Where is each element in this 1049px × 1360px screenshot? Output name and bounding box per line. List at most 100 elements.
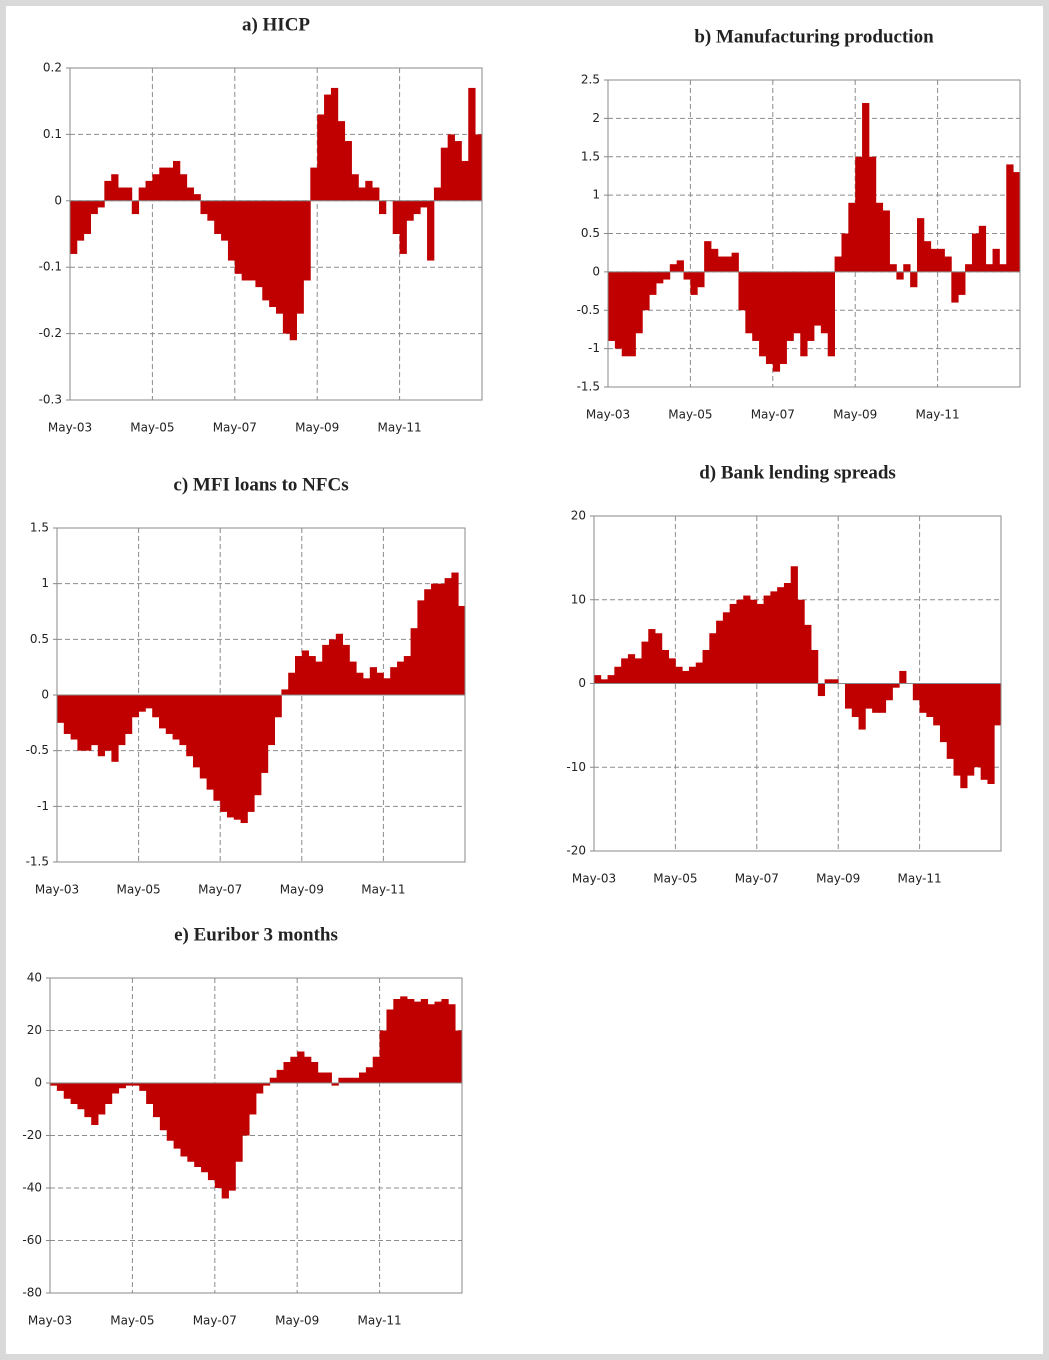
bar [324,1072,332,1083]
bar [383,678,391,695]
bar [827,271,835,357]
bar [973,683,982,768]
bar [221,1083,229,1199]
bar [777,587,785,684]
bar [475,134,483,201]
bar [627,654,636,684]
bar [424,589,432,695]
bar [641,641,649,684]
bar [451,572,459,695]
y-tick-label: -0.1 [39,260,62,274]
bar [858,683,866,730]
bar [407,999,415,1083]
bar [330,87,339,201]
bar [248,200,256,281]
bar [301,650,309,695]
bar [173,1083,181,1149]
x-tick-label: May-07 [735,872,779,886]
bar [655,633,663,684]
bar [186,695,194,757]
bar [848,202,856,272]
y-tick-label: -1.5 [26,855,49,869]
bar [91,695,99,746]
y-tick-label: 20 [27,1023,42,1037]
bar [400,996,408,1083]
bar [138,187,146,201]
bar [649,271,657,295]
y-tick-label: 0.2 [43,61,62,75]
y-tick-label: 0 [592,264,600,278]
bar [923,241,932,272]
bar [433,187,442,201]
bar [628,271,636,357]
bar [675,666,683,684]
x-tick-label: May-07 [198,883,242,897]
bar [56,1083,65,1091]
x-tick-label: May-11 [915,408,959,422]
bar [201,1083,209,1173]
bar [233,695,241,820]
x-tick-label: May-11 [897,872,941,886]
bar [152,174,160,201]
bar [994,683,1002,726]
y-tick-label: -0.5 [26,743,49,757]
bar [290,1056,298,1083]
bar [999,264,1007,272]
y-tick-label: -1 [37,799,49,813]
bar [359,1072,367,1083]
x-tick-label: May-05 [653,872,697,886]
bar [437,583,445,695]
bar [779,271,787,364]
x-tick-label: May-03 [48,421,92,435]
bar [214,1083,223,1188]
bar [790,566,798,684]
bar [97,200,105,208]
bar [831,679,839,684]
bar [717,256,726,272]
bar [393,999,401,1083]
bar [342,644,350,695]
x-tick-label: May-09 [833,408,877,422]
chart-title: d) Bank lending spreads [699,462,896,483]
bar [820,271,829,334]
bar [930,248,938,272]
bar [125,695,133,734]
y-tick-label: 2.5 [581,73,600,87]
bar [249,1083,257,1115]
bar [980,683,988,780]
bar [892,683,900,688]
bar [165,695,173,734]
bar [356,672,364,695]
bar [458,605,466,695]
bar [172,695,180,740]
bar [444,578,452,695]
bar [752,271,760,341]
bar [269,200,277,308]
bar [834,256,842,272]
x-tick-label: May-03 [586,408,630,422]
y-tick-label: -1.5 [577,380,600,394]
bar [797,599,805,684]
bar [410,628,418,695]
y-tick-label: 2 [592,111,600,125]
bar [635,271,643,334]
bar [656,271,664,284]
y-tick-label: -0.3 [39,393,62,407]
bar [926,683,934,717]
bar [800,271,808,357]
x-tick-label: May-11 [377,421,421,435]
bar [783,583,792,684]
bar [695,662,703,684]
bar [417,600,425,695]
x-tick-label: May-09 [280,883,324,897]
bar [118,1083,126,1089]
y-tick-label: -40 [22,1181,42,1195]
bar [132,1083,140,1086]
bar [118,187,126,201]
bar [152,695,160,718]
y-tick-label: 1.5 [30,521,49,535]
bar [303,200,311,281]
x-tick-label: May-03 [572,872,616,886]
bar [228,1083,236,1191]
bar [77,695,85,751]
